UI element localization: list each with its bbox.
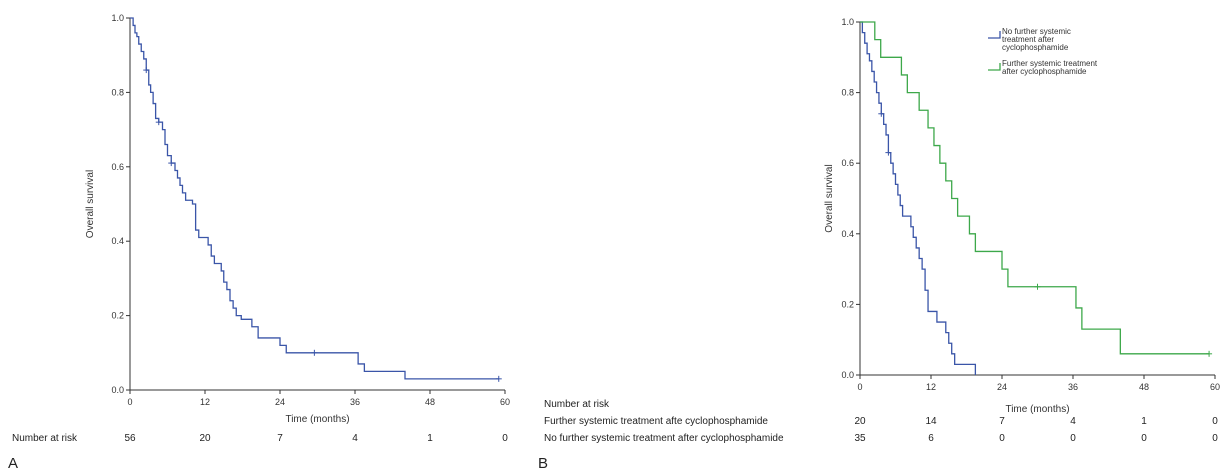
y-tick-label: 0.4	[841, 229, 854, 239]
survival-curve-1	[130, 17, 499, 380]
y-tick-label: 0.0	[111, 385, 124, 395]
risk-count: 1	[1141, 416, 1147, 427]
y-tick-label: 0.6	[111, 162, 124, 172]
x-tick-label: 60	[1210, 382, 1220, 392]
survival-curve-2	[860, 21, 1210, 355]
risk-count: 14	[925, 416, 937, 427]
panel-label: A	[8, 455, 18, 470]
y-axis-label: Overall survival	[85, 170, 96, 238]
risk-count: 1	[427, 433, 433, 444]
risk-count: 0	[1141, 433, 1147, 444]
legend-swatch	[988, 63, 1001, 71]
risk-count: 0	[1070, 433, 1076, 444]
risk-count: 0	[999, 433, 1005, 444]
y-axis-label: Overall survival	[824, 164, 835, 232]
risk-count: 0	[1212, 416, 1218, 427]
risk-count: 35	[854, 433, 866, 444]
x-tick-label: 24	[275, 397, 285, 407]
x-tick-label: 36	[1068, 382, 1078, 392]
y-tick-label: 0.8	[841, 88, 854, 98]
legend-swatch	[988, 31, 1001, 39]
x-tick-label: 60	[500, 397, 510, 407]
y-tick-label: 1.0	[841, 17, 854, 27]
y-tick-label: 0.2	[841, 299, 854, 309]
risk-count: 20	[854, 416, 866, 427]
number-at-risk-label: Number at risk	[12, 433, 78, 444]
number-at-risk-label: Number at risk	[544, 399, 610, 410]
risk-row-label: No further systemic treatment after cycl…	[544, 433, 784, 444]
risk-count: 20	[199, 433, 211, 444]
risk-count: 0	[502, 433, 508, 444]
risk-count: 0	[1212, 433, 1218, 444]
x-axis-label: Time (months)	[1005, 404, 1069, 415]
risk-count: 6	[928, 433, 934, 444]
x-tick-label: 36	[350, 397, 360, 407]
panel-a-chart: 0.0 0.2 0.4 0.6 0.8 1.0 0 12 24 36 48 60 Overall sur…	[8, 13, 510, 470]
x-tick-label: 24	[997, 382, 1007, 392]
legend-entry-text: No further systemic	[1002, 27, 1071, 36]
x-axis-label: Time (months)	[285, 414, 349, 425]
survival-curve-1	[860, 21, 977, 375]
risk-row-label: Further systemic treatment afte cyclopho…	[544, 416, 768, 427]
x-tick-label: 0	[857, 382, 862, 392]
risk-count: 56	[124, 433, 136, 444]
risk-count: 7	[277, 433, 283, 444]
x-tick-label: 12	[926, 382, 936, 392]
risk-count: 4	[1070, 416, 1076, 427]
x-tick-label: 12	[200, 397, 210, 407]
y-tick-label: 1.0	[111, 13, 124, 23]
legend-entry-text: after cyclophosphamide	[1002, 67, 1087, 76]
x-tick-label: 0	[127, 397, 132, 407]
x-tick-label: 48	[1139, 382, 1149, 392]
x-tick-label: 48	[425, 397, 435, 407]
legend-entry-text: treatment after	[1002, 35, 1054, 44]
y-tick-label: 0.8	[111, 87, 124, 97]
panel-label: B	[538, 455, 548, 470]
y-tick-label: 0.0	[841, 370, 854, 380]
y-tick-label: 0.2	[111, 311, 124, 321]
y-tick-label: 0.6	[841, 158, 854, 168]
y-tick-label: 0.4	[111, 236, 124, 246]
risk-count: 7	[999, 416, 1005, 427]
risk-count: 4	[352, 433, 358, 444]
legend-entry-text: cyclophosphamide	[1002, 43, 1069, 52]
legend-entry-text: Further systemic treatment	[1002, 59, 1098, 68]
